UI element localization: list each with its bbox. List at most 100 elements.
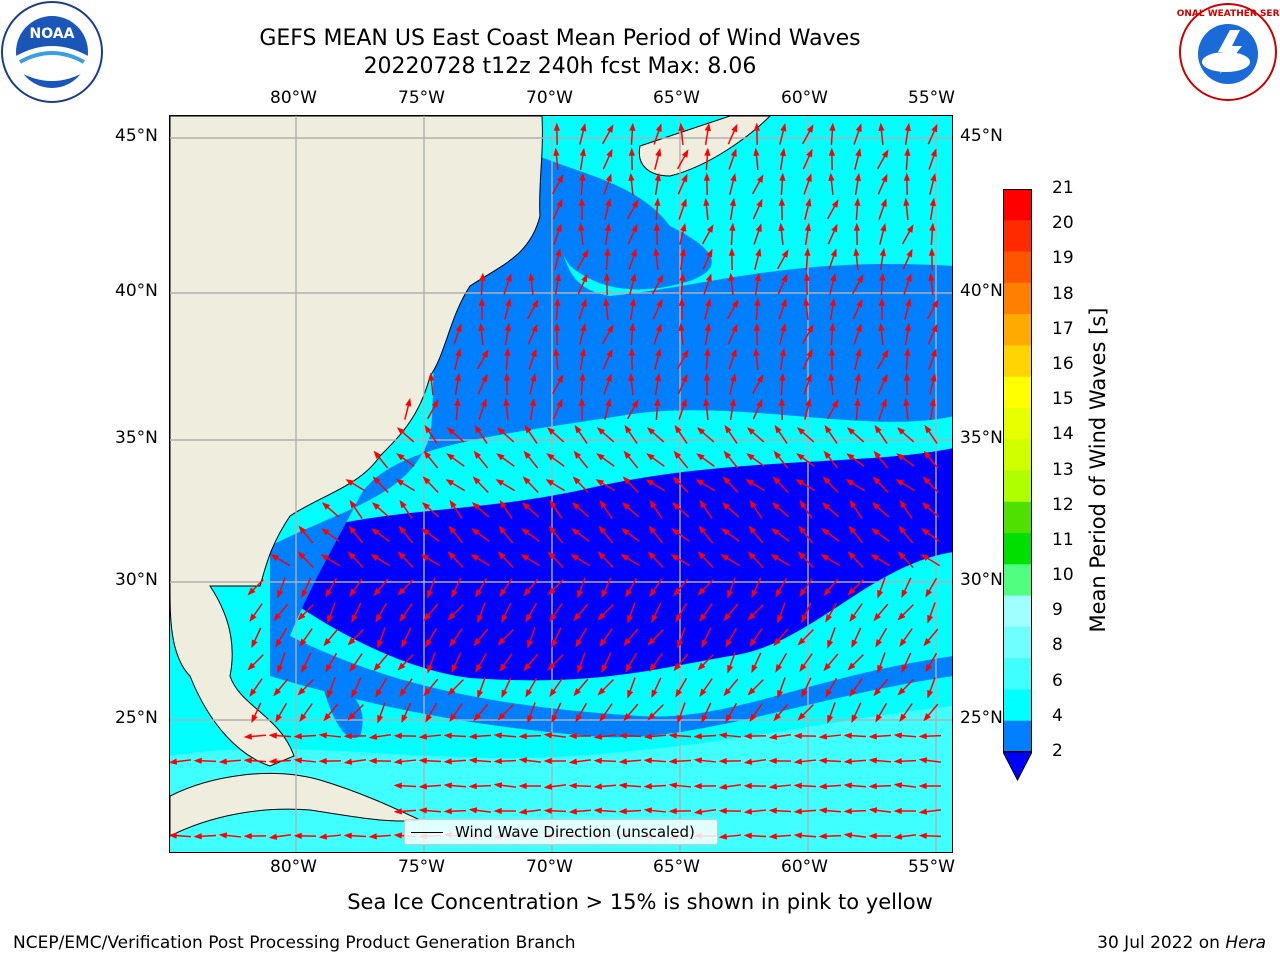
sea-ice-note: Sea Ice Concentration > 15% is shown in … (347, 890, 933, 914)
nws-logo: NATIONAL WEATHER SERVICE (1153, 0, 1280, 104)
wave-arrow-head (618, 732, 627, 739)
wave-arrow-head (904, 322, 911, 332)
wave-arrow-head (323, 638, 331, 647)
wave-arrow-head (277, 664, 284, 674)
lon-tick-top: 70°W (526, 88, 573, 108)
wave-arrow-head (418, 757, 427, 764)
wave-arrow-head (623, 450, 632, 459)
wave-arrow-head (806, 324, 814, 333)
wave-arrow-head (578, 197, 586, 206)
wave-arrow-head (747, 612, 756, 621)
map-title: GEFS MEAN US East Coast Mean Period of W… (259, 26, 861, 51)
wave-arrow-head (923, 450, 932, 459)
wave-arrow-head (543, 757, 552, 765)
wave-arrow-head (468, 757, 477, 764)
wave-arrow-head (896, 427, 906, 435)
wave-arrow-head (321, 528, 330, 536)
wave-arrow-head (454, 397, 461, 406)
wave-arrow-head (423, 450, 432, 459)
wave-arrow-head (424, 424, 432, 434)
wave-arrow-head (193, 833, 202, 840)
wave-arrow-head (572, 476, 581, 485)
wave-arrow-head (397, 662, 406, 671)
wave-arrow-head (725, 714, 733, 723)
wave-arrow-head (273, 688, 281, 697)
wave-arrow-head (899, 499, 907, 509)
lon-tick-top: 55°W (908, 88, 955, 108)
wave-arrow-head (593, 757, 602, 764)
wave-arrow-head (620, 554, 630, 561)
wave-arrow-head (718, 807, 727, 815)
colorbar-tick-label: 12 (1052, 494, 1074, 515)
wave-arrow-head (631, 223, 638, 233)
wave-arrow-head (393, 732, 402, 740)
wave-arrow-head (628, 347, 636, 356)
wave-arrow-head (347, 637, 356, 646)
wave-arrow-head (756, 374, 764, 383)
wave-arrow-head (793, 808, 802, 815)
wave-arrow-head (297, 551, 306, 560)
wave-arrow-head (897, 687, 906, 696)
wave-arrow-head (893, 782, 903, 789)
wave-arrow-head (829, 322, 836, 331)
wave-arrow-head (571, 502, 581, 510)
lon-tick-top: 80°W (270, 88, 317, 108)
wave-arrow-head (828, 172, 835, 182)
wave-arrow-head (405, 398, 412, 407)
wave-arrow-head (606, 324, 614, 333)
wave-arrow-head (856, 298, 863, 308)
wave-arrow-head (606, 348, 613, 358)
wave-arrow-head (647, 551, 656, 560)
wave-arrow-head (625, 664, 633, 673)
wave-arrow-head (796, 427, 806, 435)
wave-arrow-head (497, 637, 506, 646)
wave-arrow-head (793, 758, 803, 765)
noaa-logo-text: NOAA (30, 26, 75, 42)
wave-arrow-head (777, 614, 784, 624)
wave-arrow-head (728, 247, 736, 256)
wave-arrow-head (922, 476, 931, 485)
wave-arrow-head (605, 398, 612, 407)
wave-arrow-head (577, 589, 584, 599)
wave-arrow-head (768, 733, 778, 740)
wave-arrow-head (448, 525, 457, 534)
wave-arrow-head (843, 782, 852, 789)
wave-arrow-head (293, 733, 302, 740)
wave-arrow-head (601, 664, 608, 674)
wave-arrow-head (648, 525, 657, 534)
wave-arrow-head (249, 688, 257, 697)
wave-arrow-head (598, 525, 607, 534)
wave-arrow-head (551, 714, 558, 724)
wave-arrow-head (606, 148, 613, 158)
wave-arrow-head (527, 639, 534, 649)
land-nova-scotia (638, 116, 771, 177)
wave-arrow-head (854, 172, 861, 182)
wave-arrow-head (243, 733, 252, 740)
wave-arrow-head (897, 551, 906, 560)
wave-arrow-head (451, 589, 458, 599)
wave-arrow-head (349, 663, 357, 672)
wave-arrow-head (349, 499, 357, 509)
wave-arrow-head (748, 525, 757, 534)
wave-arrow-head (804, 222, 811, 232)
wave-arrow-head (893, 807, 902, 815)
lat-tick-left: 25°N (115, 708, 158, 728)
noaa-logo: NOAA (0, 0, 104, 104)
wave-arrow-head (723, 688, 731, 697)
wave-arrow-head (720, 554, 730, 561)
wave-arrow-head (699, 499, 707, 509)
wave-arrow-head (747, 551, 756, 560)
footer-date: 30 Jul 2022 on Hera (1097, 933, 1266, 953)
wave-arrow-head (531, 299, 539, 308)
wave-arrow-head (420, 554, 430, 561)
wave-arrow-head (520, 554, 530, 561)
wave-arrow-head (546, 427, 556, 435)
wave-arrow-head (447, 551, 456, 560)
wave-arrow-head (881, 149, 889, 158)
colorbar-tick-label: 15 (1052, 389, 1074, 410)
wave-arrow-head (918, 832, 927, 839)
wave-arrow-head (754, 272, 761, 282)
lat-tick-right: 45°N (960, 126, 1003, 146)
wave-arrow-head (623, 638, 631, 647)
wave-arrow-head (918, 782, 927, 790)
